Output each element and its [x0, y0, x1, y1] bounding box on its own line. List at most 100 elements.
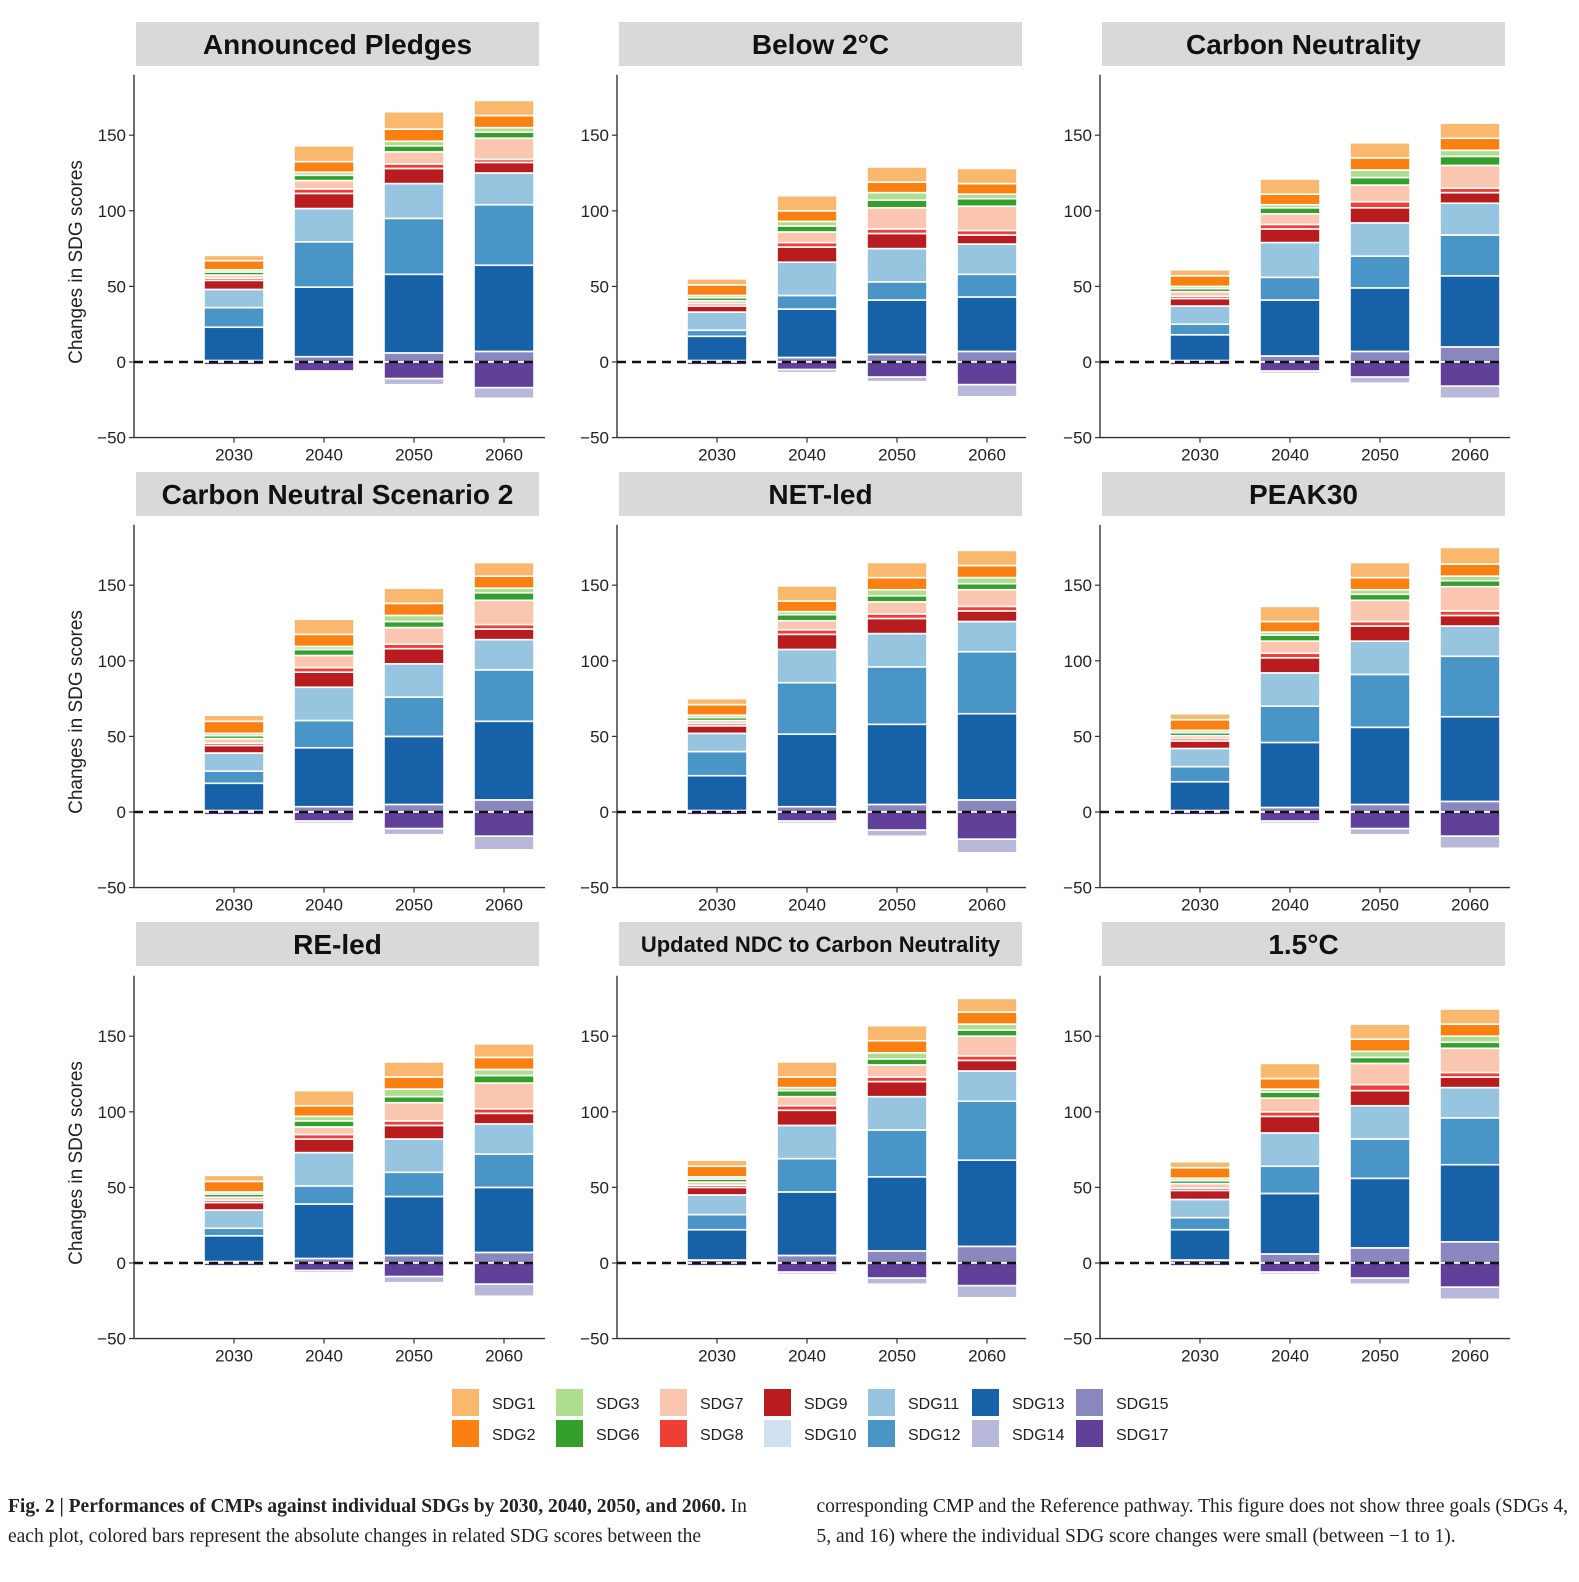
bar-segment-sdg1 — [776, 194, 838, 212]
x-tick-label: 2050 — [395, 446, 433, 465]
bar-stack-2030 — [686, 697, 748, 817]
bar-segment-sdg8 — [1349, 1083, 1411, 1092]
bar-segment-sdg12 — [1349, 673, 1411, 729]
bar-segment-sdg1 — [1439, 546, 1501, 565]
legend-swatch-sdg7 — [660, 1389, 687, 1416]
bar-segment-sdg1 — [956, 167, 1018, 185]
bar-segment-sdg9 — [293, 192, 355, 210]
bar-segment-sdg9 — [1259, 228, 1321, 244]
legend: SDG1 SDG2 SDG3 SDG6 SDG7 SDG8 SDG9 SDG10 SDG11 SD… — [452, 1389, 1169, 1447]
y-tick-label: 150 — [98, 1027, 126, 1046]
bar-segment-sdg11 — [686, 732, 748, 753]
bar-segment-sdg9 — [866, 232, 928, 250]
bar-segment-sdg13 — [473, 264, 535, 353]
bar-segment-sdg3 — [956, 576, 1018, 585]
y-tick-label: −50 — [580, 429, 609, 448]
bar-segment-sdg12 — [1169, 323, 1231, 336]
bar-segment-sdg1 — [383, 110, 445, 130]
bar-segment-sdg1 — [866, 166, 928, 183]
bar-segment-sdg13 — [686, 1228, 748, 1261]
bar-stack-2040 — [1259, 605, 1321, 825]
bar-segment-sdg14 — [956, 1284, 1018, 1299]
bar-segment-sdg9 — [776, 633, 838, 651]
bar-segment-sdg2 — [293, 633, 355, 648]
bar-stack-2030 — [1169, 712, 1231, 817]
bar-segment-sdg6 — [383, 1095, 445, 1104]
bar-segment-sdg1 — [1259, 1062, 1321, 1080]
bar-stack-2060 — [1439, 546, 1501, 850]
bar-segment-sdg15 — [1439, 800, 1501, 813]
bar-segment-sdg14 — [1439, 385, 1501, 400]
legend-label-sdg14: SDG14 — [1012, 1427, 1065, 1444]
bar-segment-sdg12 — [1259, 705, 1321, 744]
bar-segment-sdg2 — [1169, 1166, 1231, 1180]
bar-segment-sdg11 — [866, 632, 928, 668]
x-tick-label: 2050 — [395, 1347, 433, 1366]
bar-segment-sdg1 — [1349, 1023, 1411, 1041]
bar-segment-sdg12 — [293, 240, 355, 288]
bar-segment-sdg9 — [1349, 206, 1411, 224]
panel-title: Announced Pledges — [203, 29, 472, 60]
legend-label-sdg6: SDG6 — [596, 1427, 640, 1444]
bar-segment-sdg2 — [1439, 563, 1501, 577]
y-tick-label: 100 — [98, 652, 126, 671]
y-tick-label: 150 — [1064, 1027, 1092, 1046]
bar-segment-sdg2 — [203, 720, 265, 735]
y-tick-label: 0 — [600, 353, 609, 372]
bar-segment-sdg17 — [1259, 361, 1321, 372]
bar-segment-sdg11 — [1169, 1198, 1231, 1219]
bar-segment-sdg2 — [383, 128, 445, 143]
bar-segment-sdg11 — [1439, 1086, 1501, 1119]
bar-segment-sdg2 — [1169, 275, 1231, 288]
y-tick-label: 0 — [117, 803, 126, 822]
bar-segment-sdg9 — [1169, 297, 1231, 307]
bar-segment-sdg11 — [203, 1209, 265, 1230]
x-tick-label: 2060 — [1451, 446, 1489, 465]
bar-segment-sdg12 — [383, 696, 445, 738]
bar-segment-sdg17 — [776, 811, 838, 822]
y-tick-label: 100 — [98, 202, 126, 221]
bar-segment-sdg2 — [1259, 1077, 1321, 1090]
bar-segment-sdg6 — [776, 613, 838, 622]
y-tick-label: 100 — [98, 1103, 126, 1122]
y-tick-label: 50 — [590, 1178, 609, 1197]
bar-segment-sdg9 — [473, 1112, 535, 1125]
bar-segment-sdg6 — [1439, 579, 1501, 588]
panel-strip — [136, 22, 539, 66]
bar-segment-sdg11 — [1439, 202, 1501, 236]
bar-segment-sdg14 — [866, 376, 928, 383]
bar-segment-sdg2 — [1349, 1038, 1411, 1053]
legend-label-sdg8: SDG8 — [700, 1427, 744, 1444]
legend-swatch-sdg12 — [868, 1420, 895, 1447]
bar-segment-sdg9 — [1169, 740, 1231, 750]
legend-swatch-sdg10 — [764, 1420, 791, 1447]
bar-segment-sdg13 — [776, 733, 838, 808]
bar-segment-sdg6 — [1349, 1056, 1411, 1065]
bar-segment-sdg11 — [1259, 241, 1321, 279]
bar-segment-sdg2 — [473, 575, 535, 590]
bar-segment-sdg13 — [293, 1203, 355, 1260]
bar-segment-sdg1 — [293, 144, 355, 163]
bar-segment-sdg17 — [866, 361, 928, 378]
bar-segment-sdg14 — [686, 1265, 748, 1268]
panel-title: 1.5°C — [1268, 929, 1338, 960]
bar-stack-2050 — [383, 110, 445, 386]
panel-strip — [1102, 922, 1505, 966]
bar-segment-sdg6 — [473, 1074, 535, 1084]
bar-segment-sdg14 — [866, 1277, 928, 1285]
bar-stack-2050 — [866, 166, 928, 383]
panel-carbon-neutral-scenario-2: Carbon Neutral Scenario 2 −50 0 50 100 150 Cha… — [66, 472, 545, 915]
bar-segment-sdg11 — [473, 172, 535, 206]
bar-segment-sdg9 — [866, 1080, 928, 1098]
panel-strip — [136, 472, 539, 516]
bar-segment-sdg2 — [866, 576, 928, 591]
bar-segment-sdg14 — [1169, 814, 1231, 817]
bar-segment-sdg17 — [1259, 1262, 1321, 1273]
bar-segment-sdg13 — [776, 1191, 838, 1257]
figure-canvas: Announced Pledges −50 0 50 100 150 Changes in … — [66, 22, 1510, 1447]
x-tick-label: 2040 — [305, 446, 343, 465]
bar-segment-sdg12 — [1259, 1165, 1321, 1195]
panel-title: Below 2°C — [752, 29, 889, 60]
bar-segment-sdg12 — [776, 294, 838, 310]
bar-segment-sdg14 — [1349, 827, 1411, 836]
